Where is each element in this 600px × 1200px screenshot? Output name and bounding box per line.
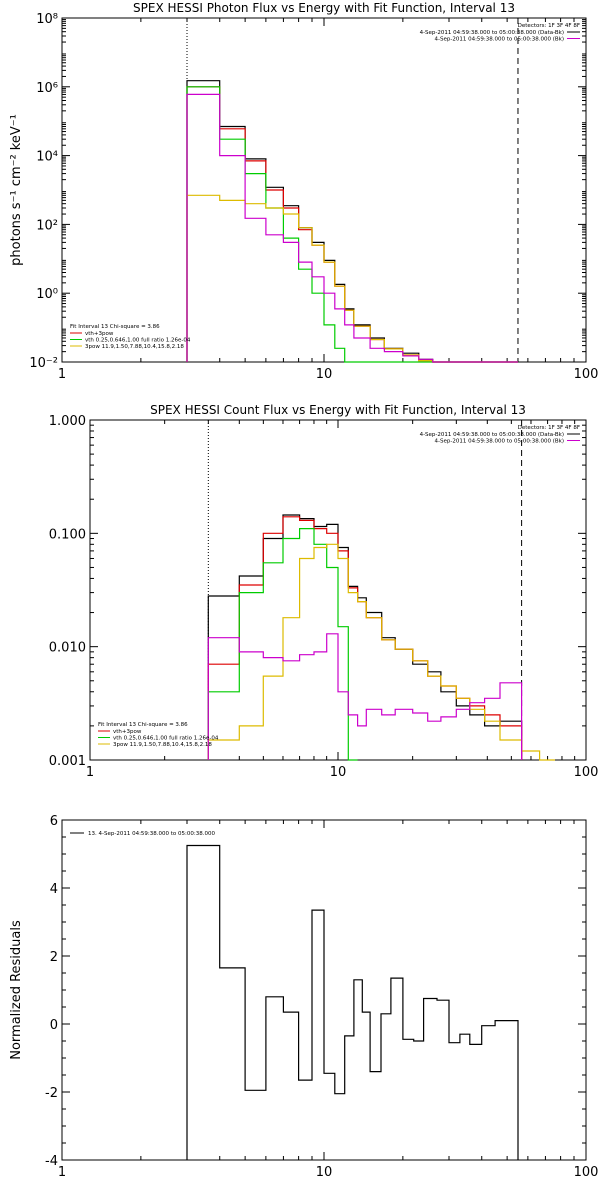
chart-panel-1 (61, 17, 587, 363)
y-tick-label: 10² (36, 218, 58, 233)
chart-title: SPEX HESSI Count Flux vs Energy with Fit… (150, 403, 526, 417)
legend-title: Fit Interval 13 Chi-square = 3.86 (70, 324, 160, 330)
x-tick-label: 10 (330, 765, 347, 780)
y-tick-label: 6 (50, 814, 58, 829)
legend-title: Fit Interval 13 Chi-square = 3.86 (98, 722, 188, 728)
y-tick-label: 0.010 (49, 641, 86, 656)
y-axis-label: Normalized Residuals (9, 920, 24, 1060)
y-tick-label: 0 (50, 1018, 58, 1033)
legend-label: 13. 4-Sep-2011 04:59:38.000 to 05:00:38.… (88, 831, 215, 837)
legend-label: vth+3pow (85, 331, 114, 337)
y-tick-label: -4 (45, 1154, 58, 1169)
y-tick-label: 10⁴ (36, 150, 58, 165)
legend-label: 4-Sep-2011 04:59:38.000 to 05:00:38.000 … (420, 30, 564, 36)
y-tick-label: 2 (50, 950, 58, 965)
series-bk-line (186, 93, 518, 363)
legend-label: vth 0.25,0.646,1.00 full ratio 1.26e-04 (113, 736, 219, 742)
x-tick-label: 100 (574, 765, 599, 780)
x-tick-label: 100 (574, 1165, 599, 1180)
legend-label: 4-Sep-2011 04:59:38.000 to 05:00:38.000 … (435, 37, 565, 43)
y-tick-label: 10⁻² (29, 356, 58, 371)
y-tick-label: 0.100 (49, 527, 86, 542)
y-tick-label: 4 (50, 882, 58, 897)
legend-label: vth 0.25,0.646,1.00 full ratio 1.26e-04 (85, 338, 191, 344)
y-tick-label: 1.000 (49, 414, 86, 429)
legend-label: 3pow 11.9,1.50,7.88,10.4,15.8,2.18 (85, 344, 184, 350)
series-data-bk-line (186, 80, 518, 363)
x-tick-label: 10 (316, 1165, 333, 1180)
x-tick-label: 1 (86, 765, 94, 780)
y-tick-label: 0.001 (49, 754, 86, 769)
legend-label: 3pow 11.9,1.50,7.88,10.4,15.8,2.18 (113, 742, 212, 748)
legend-label: 4-Sep-2011 04:59:38.000 to 05:00:38.000 … (420, 432, 564, 438)
y-tick-label: 10⁸ (36, 12, 58, 27)
y-tick-label: 10⁶ (36, 81, 58, 96)
y-tick-label: -2 (45, 1086, 58, 1101)
legend-title: Detectors: 1F 3F 4F 8F (518, 425, 580, 431)
series-residuals-line (186, 844, 519, 1160)
chart-panel-3 (61, 819, 587, 1161)
x-tick-label: 1 (58, 367, 66, 382)
y-axis-label: photons s⁻¹ cm⁻² keV⁻¹ (9, 114, 24, 266)
series-3pow-line (207, 543, 555, 761)
series-vth+3pow-line (186, 86, 518, 363)
series-vth+3pow-line (207, 516, 523, 760)
series-bk-line (207, 633, 523, 760)
series-data-bk-line (207, 514, 523, 760)
series-3pow-line (186, 194, 518, 363)
x-tick-label: 100 (574, 367, 599, 382)
chart-panel-2 (89, 419, 587, 761)
x-tick-label: 1 (58, 1165, 66, 1180)
legend-title: Detectors: 1F 3F 4F 8F (518, 23, 580, 29)
legend-label: vth+3pow (113, 729, 142, 735)
series-vth-line (186, 86, 518, 363)
y-tick-label: 10⁰ (36, 287, 58, 302)
chart-title: SPEX HESSI Photon Flux vs Energy with Fi… (133, 1, 515, 15)
series-vth-line (207, 528, 358, 761)
x-tick-label: 10 (316, 367, 333, 382)
legend-label: 4-Sep-2011 04:59:38.000 to 05:00:38.000 … (435, 439, 565, 445)
